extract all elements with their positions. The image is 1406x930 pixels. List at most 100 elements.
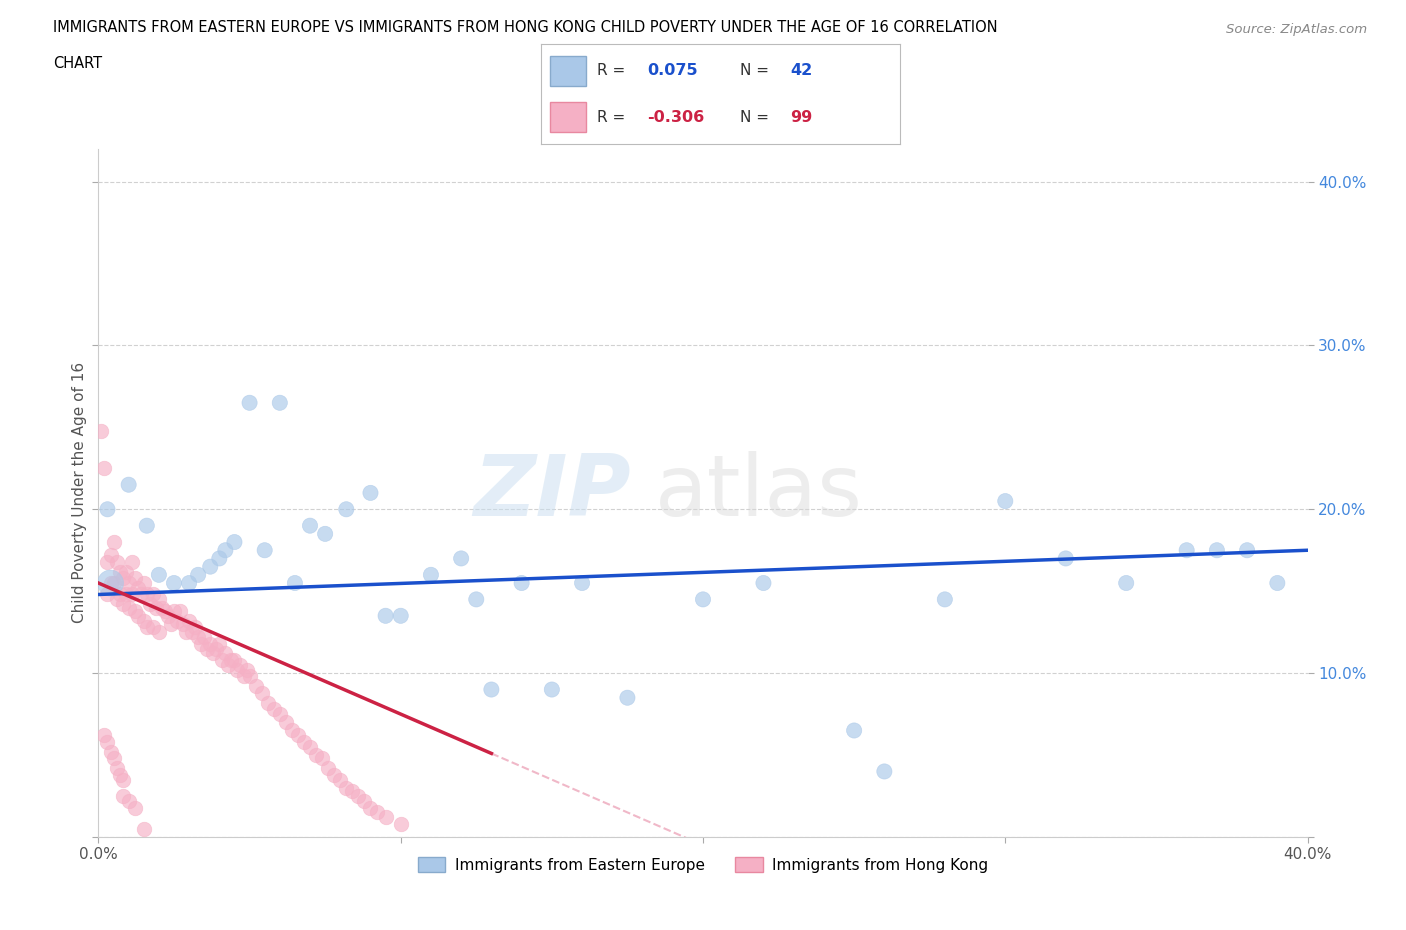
Point <box>281 723 304 737</box>
Point <box>93 461 115 476</box>
Bar <box>550 56 586 86</box>
Point <box>214 543 236 558</box>
Point <box>305 748 328 763</box>
Text: N =: N = <box>741 110 769 125</box>
Text: R =: R = <box>598 110 626 125</box>
Point <box>135 619 157 634</box>
Point <box>616 690 638 705</box>
Point <box>1115 576 1137 591</box>
Point <box>540 682 562 697</box>
Point <box>108 565 131 579</box>
Point <box>873 764 896 779</box>
Point <box>166 613 188 628</box>
Point <box>111 571 134 586</box>
Point <box>692 592 714 607</box>
Point <box>1175 543 1198 558</box>
Point <box>224 653 246 668</box>
Point <box>342 784 364 799</box>
Point <box>211 653 233 668</box>
Point <box>353 793 375 808</box>
Point <box>124 800 146 815</box>
Point <box>195 641 218 656</box>
Point <box>311 751 333 765</box>
Point <box>844 723 866 737</box>
Point <box>335 780 357 795</box>
Text: 42: 42 <box>790 63 813 78</box>
Point <box>145 600 167 615</box>
Point <box>105 592 128 607</box>
Text: CHART: CHART <box>53 56 103 71</box>
Point <box>465 592 488 607</box>
Point <box>118 477 141 492</box>
Point <box>111 772 134 787</box>
Point <box>200 559 222 574</box>
Point <box>135 587 157 602</box>
Point <box>217 658 239 672</box>
Point <box>481 682 503 697</box>
Text: -0.306: -0.306 <box>647 110 704 125</box>
Point <box>163 576 186 591</box>
Point <box>200 636 222 651</box>
Point <box>202 646 225 661</box>
Point <box>239 669 262 684</box>
Point <box>96 554 118 569</box>
Text: 99: 99 <box>790 110 813 125</box>
Point <box>160 617 183 631</box>
Point <box>100 576 122 591</box>
Point <box>287 728 309 743</box>
Point <box>335 502 357 517</box>
Point <box>127 608 149 623</box>
Point <box>142 619 165 634</box>
Point <box>114 565 136 579</box>
Point <box>184 619 207 634</box>
Y-axis label: Child Poverty Under the Age of 16: Child Poverty Under the Age of 16 <box>72 363 87 623</box>
Point <box>103 535 125 550</box>
Point <box>118 576 141 591</box>
Point <box>135 518 157 533</box>
Point <box>156 608 179 623</box>
Text: N =: N = <box>741 63 769 78</box>
Point <box>129 587 152 602</box>
Point <box>374 608 396 623</box>
Text: IMMIGRANTS FROM EASTERN EUROPE VS IMMIGRANTS FROM HONG KONG CHILD POVERTY UNDER : IMMIGRANTS FROM EASTERN EUROPE VS IMMIGR… <box>53 20 998 35</box>
Point <box>103 576 125 591</box>
Point <box>181 625 204 640</box>
Point <box>118 793 141 808</box>
Point <box>96 735 118 750</box>
Text: atlas: atlas <box>655 451 863 535</box>
Point <box>121 587 143 602</box>
Point <box>314 526 336 541</box>
Point <box>1054 551 1077 565</box>
Point <box>323 767 346 782</box>
Point <box>232 669 254 684</box>
Point <box>450 551 472 565</box>
Point <box>389 817 412 831</box>
Point <box>214 646 236 661</box>
Point <box>108 587 131 602</box>
Point <box>292 735 315 750</box>
Point <box>179 613 201 628</box>
Point <box>105 554 128 569</box>
Point <box>174 625 197 640</box>
Point <box>132 613 155 628</box>
Point <box>121 554 143 569</box>
Point <box>96 587 118 602</box>
Point <box>316 761 339 776</box>
Text: R =: R = <box>598 63 626 78</box>
Point <box>245 679 267 694</box>
Point <box>193 630 215 644</box>
Point <box>124 571 146 586</box>
Point <box>224 535 246 550</box>
Point <box>235 662 257 677</box>
Point <box>187 567 209 582</box>
Point <box>208 551 231 565</box>
Point <box>132 821 155 836</box>
Point <box>226 662 249 677</box>
Point <box>253 543 276 558</box>
Point <box>934 592 956 607</box>
Point <box>256 696 278 711</box>
Bar <box>550 102 586 132</box>
Point <box>114 587 136 602</box>
Point <box>90 423 112 438</box>
Point <box>752 576 775 591</box>
